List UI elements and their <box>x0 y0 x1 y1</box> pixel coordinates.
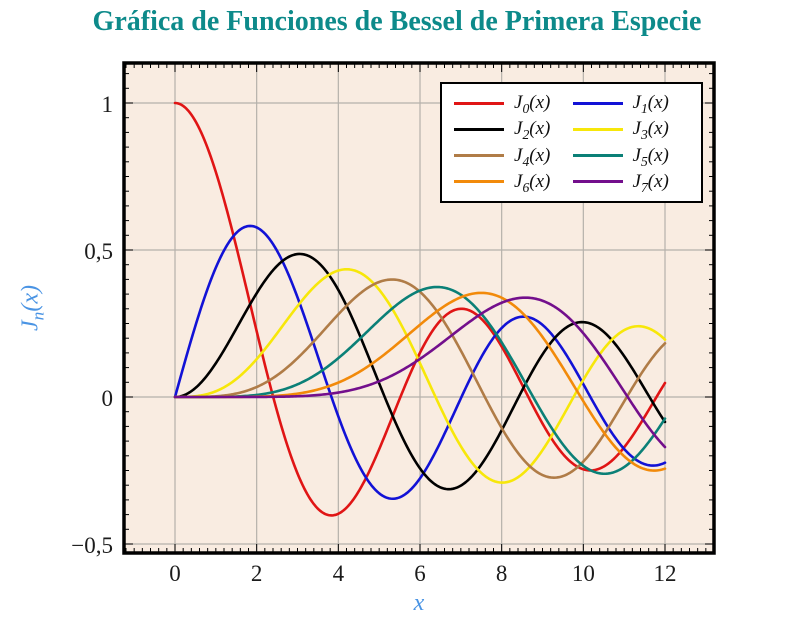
legend-line-sample-j5 <box>572 154 623 158</box>
legend-line-sample-j6 <box>454 180 504 184</box>
legend-label-j6: J6(x) <box>514 170 551 195</box>
curve-j3 <box>173 267 667 484</box>
x-tick-label: 0 <box>169 561 181 586</box>
x-tick-label: 6 <box>414 561 426 586</box>
x-tick-label: 10 <box>571 561 595 586</box>
x-tick-label: 12 <box>653 561 677 586</box>
x-tick-label: 8 <box>495 561 508 586</box>
legend-label-j1: J1(x) <box>632 92 669 116</box>
y-axis-label-subscript: n <box>28 311 48 321</box>
legend-item-j6: J6(x) <box>454 169 573 195</box>
legend-label-j5: J5(x) <box>632 144 669 169</box>
legend-label-j7: J7(x) <box>632 170 669 195</box>
y-axis-label: Jn(x) <box>17 285 48 331</box>
x-axis-label-text: x <box>413 590 425 616</box>
legend-item-j1: J1(x) <box>572 90 692 116</box>
curve-j5 <box>173 285 667 476</box>
y-tick-label: −0,5 <box>71 533 113 558</box>
legend-line-sample-j1 <box>572 101 623 105</box>
curve-j1 <box>173 224 667 501</box>
y-tick-label: 1 <box>101 92 114 117</box>
legend-label-j0: J0(x) <box>514 92 551 116</box>
legend-label-j3: J3(x) <box>632 118 669 143</box>
y-tick-label: 0 <box>101 386 114 411</box>
y-axis-label-rest: (x) <box>17 285 44 312</box>
legend-line-sample-j2 <box>454 127 504 131</box>
legend-item-j4: J4(x) <box>454 143 573 169</box>
legend-label-j4: J4(x) <box>514 144 551 169</box>
legend-line-sample-j4 <box>454 154 504 158</box>
curve-j2 <box>173 252 667 491</box>
legend-item-j2: J2(x) <box>454 116 573 142</box>
x-tick-label: 2 <box>250 561 263 586</box>
legend-item-j5: J5(x) <box>572 143 692 169</box>
legend-item-j0: J0(x) <box>454 90 573 116</box>
legend-item-j7: J7(x) <box>572 169 692 195</box>
y-tick-label: 0,5 <box>84 239 113 264</box>
x-tick-label: 4 <box>332 561 345 586</box>
legend: J0(x) J1(x) J2(x) J3(x) J4(x) J5(x) J6(x) J7(x) <box>440 82 703 203</box>
chart-title: Gráfica de Funciones de Bessel de Primer… <box>92 6 702 37</box>
curve-j0 <box>173 101 667 517</box>
y-axis-label-base: J <box>17 320 44 331</box>
legend-item-j3: J3(x) <box>572 116 692 143</box>
legend-line-sample-j3 <box>572 127 623 131</box>
legend-line-sample-j7 <box>572 180 623 184</box>
plot-frame <box>122 61 716 555</box>
legend-line-sample-j0 <box>454 101 504 105</box>
legend-label-j2: J2(x) <box>514 118 551 143</box>
x-axis-label: x <box>124 590 714 617</box>
curve-j7 <box>173 296 667 449</box>
